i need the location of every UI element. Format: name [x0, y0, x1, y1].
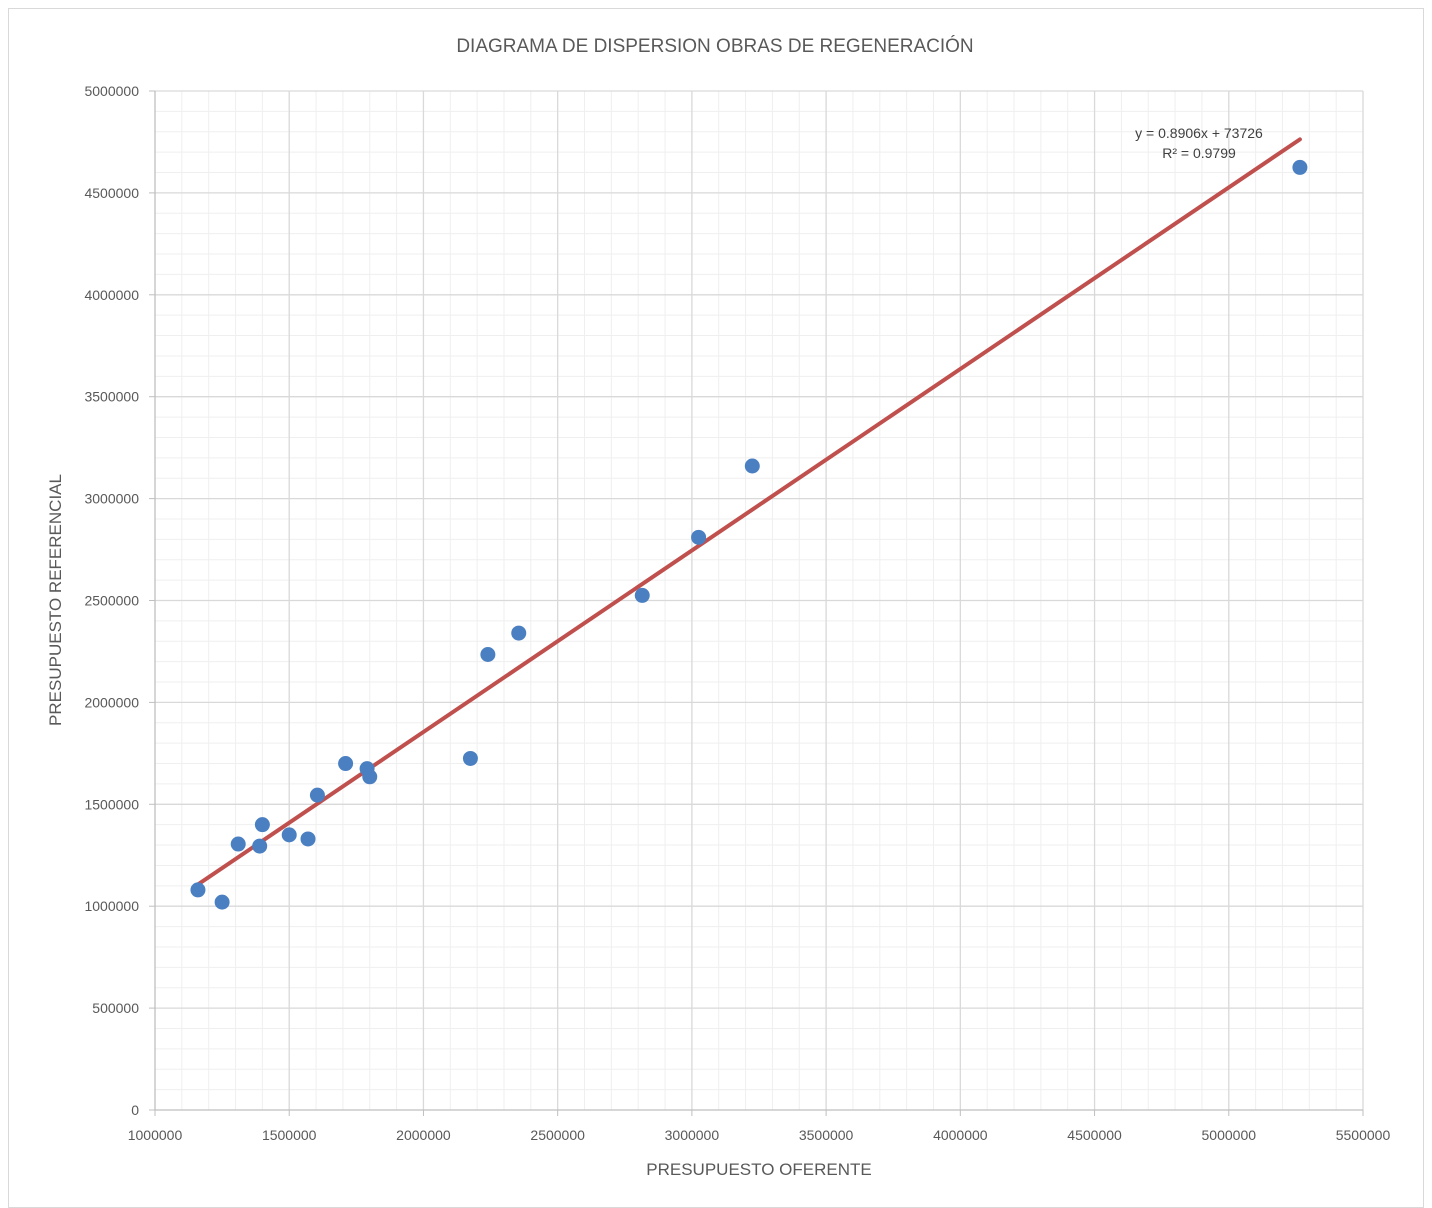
- x-tick-labels: 1000000 1500000 2000000 2500000 3000000 35000…: [128, 1127, 1391, 1143]
- x-tick-label: 4000000: [933, 1127, 988, 1143]
- x-tick-label: 5500000: [1336, 1127, 1391, 1143]
- data-points: [190, 159, 1308, 910]
- data-point: [281, 827, 297, 843]
- x-tick-label: 2500000: [530, 1127, 585, 1143]
- data-point: [230, 836, 246, 852]
- y-tick-label: 3000000: [84, 491, 139, 507]
- y-tick-label: 1000000: [84, 898, 139, 914]
- y-axis-title: PRESUPUESTO REFERENCIAL: [46, 474, 65, 726]
- x-tick-label: 4500000: [1067, 1127, 1122, 1143]
- y-tick-labels: 0 500000 1000000 1500000 2000000 2500000 30000…: [84, 83, 139, 1118]
- data-point: [309, 787, 325, 803]
- y-tick-label: 2500000: [84, 593, 139, 609]
- data-point: [190, 882, 206, 898]
- y-tick-label: 0: [131, 1102, 139, 1118]
- x-tick-label: 2000000: [396, 1127, 451, 1143]
- data-point: [338, 756, 354, 772]
- data-point: [254, 817, 270, 833]
- data-point: [480, 647, 496, 663]
- x-tick-label: 1000000: [128, 1127, 183, 1143]
- data-point: [691, 529, 707, 545]
- x-tick-label: 3500000: [799, 1127, 854, 1143]
- y-tick-label: 4500000: [84, 185, 139, 201]
- x-axis-title: PRESUPUESTO OFERENTE: [646, 1160, 871, 1179]
- data-point: [1292, 159, 1308, 175]
- trendline-equation: y = 0.8906x + 73726: [1135, 125, 1263, 141]
- data-point: [744, 458, 760, 474]
- data-point: [462, 750, 478, 766]
- data-point: [634, 587, 650, 603]
- trendline: [195, 137, 1302, 887]
- y-tick-label: 1500000: [84, 796, 139, 812]
- x-tick-label: 5000000: [1202, 1127, 1257, 1143]
- y-tick-label: 2000000: [84, 694, 139, 710]
- y-tick-label: 3500000: [84, 389, 139, 405]
- major-gridlines: [149, 90, 1364, 1116]
- chart-title: DIAGRAMA DE DISPERSION OBRAS DE REGENERA…: [456, 35, 973, 57]
- x-tick-label: 1500000: [262, 1127, 317, 1143]
- y-tick-label: 4000000: [84, 287, 139, 303]
- data-point: [214, 894, 230, 910]
- y-tick-label: 500000: [92, 1000, 139, 1016]
- data-point: [511, 625, 527, 641]
- trendline-r-squared: R² = 0.9799: [1162, 145, 1236, 161]
- data-point: [252, 838, 268, 854]
- y-tick-label: 5000000: [84, 83, 139, 99]
- data-point: [300, 831, 316, 847]
- data-point: [362, 769, 378, 785]
- x-tick-label: 3000000: [665, 1127, 720, 1143]
